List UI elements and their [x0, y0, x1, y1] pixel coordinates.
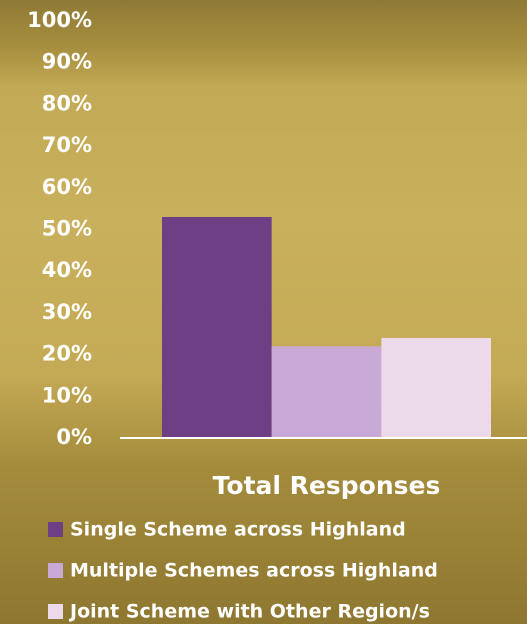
legend-swatch [48, 604, 63, 619]
bar [381, 337, 491, 438]
y-tick-label: 20% [42, 342, 92, 366]
y-tick-label: 100% [27, 8, 92, 32]
legend-label: Multiple Schemes across Highland [70, 560, 438, 582]
bar [162, 216, 272, 438]
y-tick-label: 80% [42, 91, 92, 115]
y-tick-label: 40% [42, 258, 92, 282]
legend-label: Single Scheme across Highland [70, 519, 406, 541]
y-tick-label: 30% [42, 300, 92, 324]
legend-label: Joint Scheme with Other Region/s [68, 601, 430, 623]
legend-swatch [48, 563, 63, 578]
legend-swatch [48, 522, 63, 537]
y-tick-label: 90% [42, 50, 92, 74]
y-tick-label: 60% [42, 175, 92, 199]
y-tick-label: 70% [42, 133, 92, 157]
bar [271, 346, 382, 438]
y-tick-label: 0% [56, 425, 92, 449]
y-tick-label: 50% [42, 217, 92, 241]
y-tick-label: 10% [42, 383, 92, 407]
x-tick-label: Total Responses [213, 471, 441, 500]
